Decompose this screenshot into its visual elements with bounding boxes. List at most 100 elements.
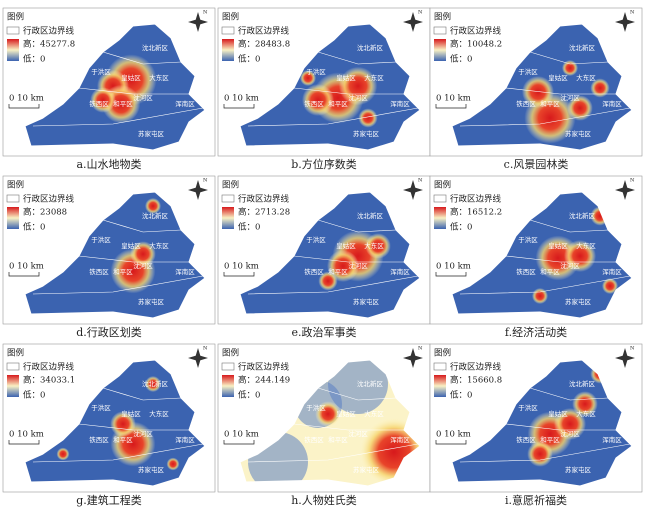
boundary-swatch: [433, 362, 447, 371]
low-label: 低：0: [23, 390, 45, 401]
district-boundary: [78, 255, 189, 263]
region-outline: [24, 359, 206, 487]
high-label: 高：10048.2: [450, 39, 502, 50]
scale-label: 0 10 km: [436, 262, 471, 272]
legend-title: 图例: [222, 180, 239, 191]
boundary-swatch: [433, 26, 447, 35]
district-label: 浑南区: [175, 267, 195, 276]
high-label: 高：15660.8: [450, 375, 502, 386]
high-label: 高：45277.8: [23, 39, 75, 50]
color-ramp: [222, 207, 234, 229]
north-label: N: [418, 346, 423, 352]
district-boundary: [32, 443, 204, 463]
district-label: 沈北新区: [569, 379, 596, 388]
district-label: 沈北新区: [357, 43, 384, 52]
hotspot: [338, 66, 378, 106]
district-label: 大东区: [149, 73, 169, 82]
district-label: 铁西区: [516, 99, 536, 108]
color-ramp: [7, 39, 19, 61]
hotspot: [302, 84, 334, 116]
legend-title: 图例: [434, 12, 451, 23]
district-boundary: [293, 423, 404, 431]
hotspot: [327, 250, 359, 282]
region: [240, 192, 420, 318]
district-label: 大东区: [576, 241, 596, 250]
district-boundary: [247, 443, 419, 463]
district-label: 浑南区: [602, 99, 622, 108]
district-label: 皇姑区: [121, 409, 141, 418]
scale-bar: [8, 440, 40, 445]
legend-title: 图例: [222, 348, 239, 359]
district-boundary: [459, 107, 631, 127]
region-outline: [451, 23, 633, 151]
color-ramp: [434, 39, 446, 61]
hotspot: [590, 78, 610, 98]
hotspot: [358, 108, 378, 128]
scale-bar: [435, 104, 467, 109]
scale-label: 0 10 km: [224, 430, 259, 440]
map: [25, 360, 205, 486]
district-label: 铁西区: [516, 267, 536, 276]
low-label: 低：0: [23, 222, 45, 233]
hotspot: [532, 288, 548, 304]
district-label: 大东区: [149, 409, 169, 418]
district-label: 于洪区: [91, 403, 111, 412]
district-label: 苏家屯区: [138, 465, 165, 474]
region-outline: [239, 191, 421, 319]
district-label: 皇姑区: [121, 241, 141, 250]
color-ramp: [222, 375, 234, 397]
scale-label: 0 10 km: [436, 430, 471, 440]
district-label: 皇姑区: [336, 241, 356, 250]
district-label: 和平区: [328, 267, 348, 276]
district-label: 沈北新区: [142, 211, 169, 220]
district-label: 大东区: [576, 409, 596, 418]
scale-label: 0 10 km: [224, 94, 259, 104]
district-boundary: [529, 387, 609, 401]
district-label: 沈河区: [560, 93, 580, 102]
boundary-label: 行政区边界线: [23, 362, 75, 373]
boundary-label: 行政区边界线: [450, 362, 502, 373]
hotspot: [572, 391, 598, 417]
district-label: 沈北新区: [569, 43, 596, 52]
legend-title: 图例: [434, 180, 451, 191]
hotspot: [315, 401, 341, 427]
scale-bar: [223, 272, 255, 277]
hotspot: [567, 95, 593, 121]
district-label: 苏家屯区: [353, 297, 380, 306]
legend-title: 图例: [222, 12, 239, 23]
compass: [615, 348, 635, 368]
district-label: 大东区: [149, 241, 169, 250]
scale-bar: [8, 272, 40, 277]
panel-caption: a.山水地物类: [76, 157, 141, 171]
compass: [403, 12, 423, 32]
hotspot: [365, 233, 391, 259]
district-label: 沈北新区: [357, 211, 384, 220]
district-label: 沈河区: [133, 261, 153, 270]
region-outline: [451, 359, 633, 487]
district-label: 和平区: [540, 267, 560, 276]
district-boundary: [293, 255, 404, 263]
region-outline: [24, 23, 206, 151]
scale-label: 0 10 km: [224, 262, 259, 272]
district-label: 沈河区: [560, 429, 580, 438]
district-label: 沈河区: [348, 261, 368, 270]
district-label: 沈北新区: [357, 379, 384, 388]
district-boundary: [505, 87, 616, 95]
district-label: 于洪区: [306, 403, 326, 412]
scale-label: 0 10 km: [436, 94, 471, 104]
boundary-label: 行政区边界线: [23, 194, 75, 205]
hotspot: [145, 376, 161, 392]
high-label: 高：23088: [23, 207, 67, 218]
scale-bar: [435, 272, 467, 277]
district-label: 和平区: [113, 267, 133, 276]
district-boundary: [505, 423, 616, 431]
district-label: 皇姑区: [548, 409, 568, 418]
map: [452, 192, 632, 318]
color-ramp: [434, 375, 446, 397]
panel-caption: d.行政区划类: [76, 325, 142, 339]
panel-caption: i.意愿祈福类: [505, 493, 567, 507]
